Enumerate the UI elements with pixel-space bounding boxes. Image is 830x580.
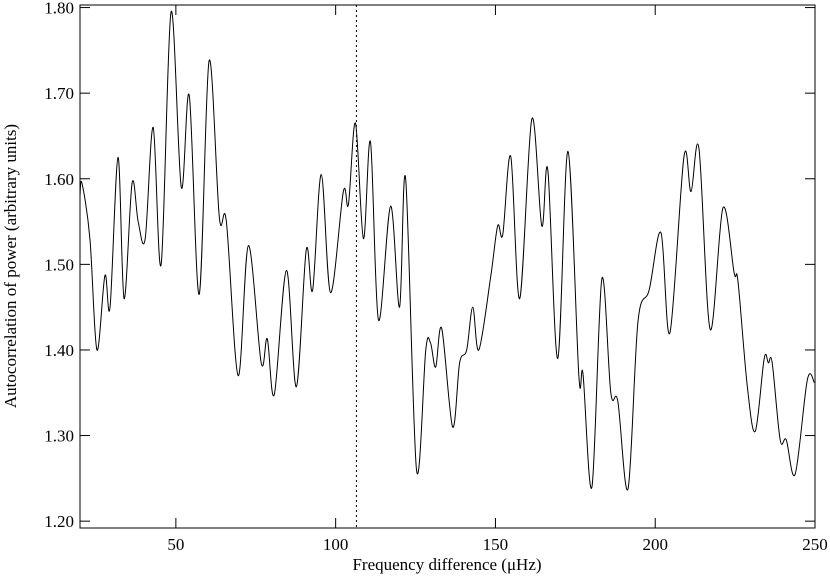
data-line — [79, 11, 815, 491]
x-tick-label: 200 — [642, 535, 668, 554]
x-tick-label: 150 — [483, 535, 509, 554]
y-tick-label: 1.80 — [44, 0, 74, 18]
x-tick-label: 100 — [323, 535, 349, 554]
y-tick-label: 1.20 — [44, 512, 74, 531]
y-tick-label: 1.30 — [44, 427, 74, 446]
y-tick-label: 1.60 — [44, 170, 74, 189]
y-axis-label: Autocorrelation of power (arbitrary unit… — [1, 124, 20, 408]
x-axis-label: Frequency difference (μHz) — [352, 555, 541, 574]
y-tick-label: 1.50 — [44, 255, 74, 274]
plot-frame — [79, 4, 816, 529]
y-tick-label: 1.70 — [44, 84, 74, 103]
y-tick-label: 1.40 — [44, 341, 74, 360]
x-tick-label: 50 — [167, 535, 184, 554]
x-tick-label: 250 — [802, 535, 828, 554]
